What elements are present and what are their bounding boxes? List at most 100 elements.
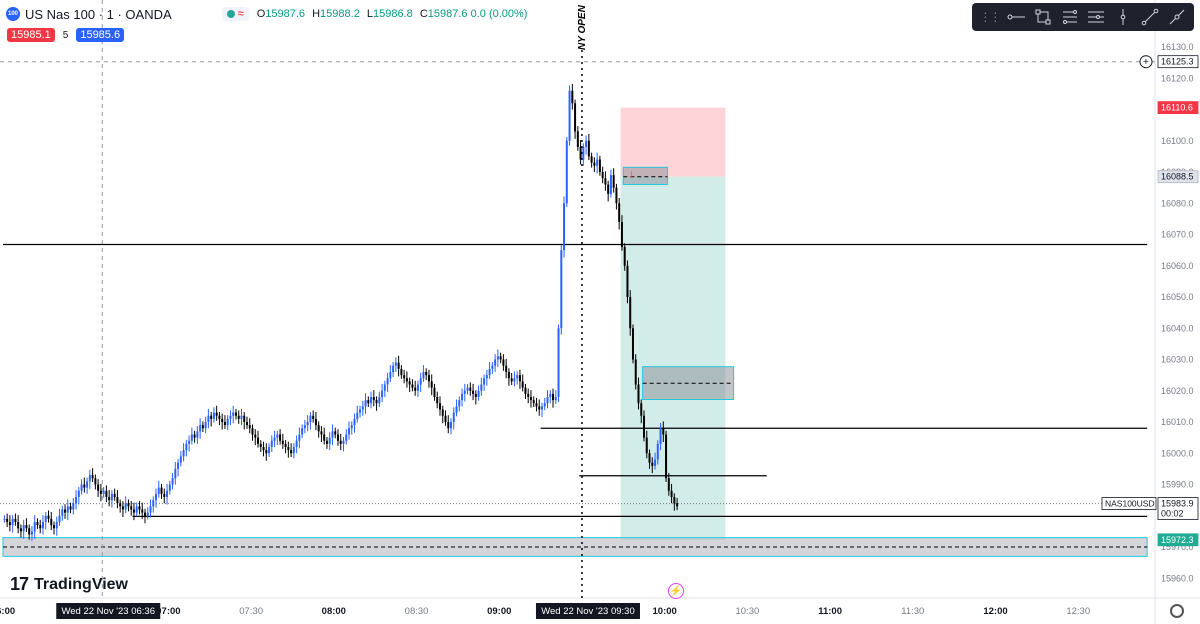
candle-body	[480, 384, 483, 391]
candle-body	[143, 512, 146, 516]
candle-body	[334, 431, 337, 435]
candle-body	[394, 362, 397, 366]
symbol-logo: 100	[6, 7, 20, 21]
symbol-title[interactable]: US Nas 100 · 1 · OANDA	[25, 6, 172, 22]
vertical-line-icon[interactable]	[1113, 7, 1133, 27]
candle-body	[69, 506, 72, 510]
price-tick-label: 16000.0	[1161, 448, 1194, 458]
candle-body	[64, 509, 67, 513]
symbol-tag-text: NAS100USD	[1105, 499, 1155, 509]
time-tick-label: 11:00	[818, 606, 842, 617]
open-label: O	[256, 8, 266, 20]
spread-value: 5	[62, 29, 69, 41]
candle-body	[648, 453, 651, 463]
candle-body	[257, 437, 260, 444]
ohlc-readout: O15987.6 H15988.2 L15986.8 C15987.6 0.0 …	[257, 8, 532, 20]
candle-body	[157, 487, 160, 494]
tradingview-name: TradingView	[34, 575, 128, 593]
candle-body	[290, 450, 293, 454]
price-label-crosshair-text: 16125.3	[1161, 57, 1194, 67]
candle-body	[320, 431, 323, 435]
candle-body	[102, 490, 105, 494]
candle-body	[499, 356, 502, 360]
candle-body	[33, 522, 36, 532]
rectangle-icon[interactable]	[1033, 7, 1053, 27]
price-label-stop-text: 16110.6	[1161, 103, 1193, 113]
gear-icon[interactable]	[1170, 604, 1184, 618]
candle-body	[168, 484, 171, 491]
candle-body	[430, 381, 433, 388]
green-dot-icon	[226, 10, 235, 18]
candle-body	[77, 490, 80, 497]
candle-body	[375, 400, 378, 404]
candle-body	[342, 440, 345, 444]
candles-group	[3, 83, 679, 541]
candle-body	[28, 528, 31, 535]
candle-body	[656, 443, 659, 460]
ruler-icon[interactable]	[1167, 7, 1187, 27]
candle-body	[298, 434, 301, 441]
ny-open-label: NY OPEN	[577, 4, 588, 50]
candle-body	[609, 175, 612, 194]
time-tick-label: 10:30	[735, 606, 759, 617]
candle-body	[403, 375, 406, 379]
candle-body	[6, 518, 9, 522]
candle-body	[425, 372, 428, 376]
candle-body	[279, 434, 282, 441]
candle-body	[276, 434, 279, 438]
candle-body	[19, 528, 22, 532]
candle-body	[204, 422, 207, 429]
buy-button[interactable]: 15985.6	[76, 28, 125, 42]
indicator-pill[interactable]: ≈	[221, 7, 249, 21]
drag-handle-icon[interactable]: ⋮⋮	[979, 10, 1001, 24]
candle-body	[576, 131, 579, 147]
candle-body	[105, 490, 108, 497]
candle-body	[582, 147, 585, 160]
price-tick-label: 16040.0	[1161, 323, 1194, 333]
symbol-tag	[1101, 497, 1157, 510]
trade-buttons: 15985.1 5 15985.6	[7, 27, 125, 43]
trend-line-icon[interactable]	[1140, 7, 1160, 27]
candle-body	[234, 412, 237, 416]
candle-body	[91, 475, 94, 479]
candle-body	[631, 328, 634, 360]
candle-body	[571, 90, 574, 104]
candle-body	[113, 493, 116, 497]
candle-body	[557, 328, 560, 397]
candle-body	[132, 509, 135, 513]
candle-body	[527, 393, 530, 397]
price-label-last	[1157, 497, 1199, 520]
candle-body	[215, 412, 218, 416]
candle-body	[306, 422, 309, 426]
candle-body	[670, 490, 673, 497]
candle-body	[665, 434, 668, 479]
price-tick-label: 16060.0	[1161, 261, 1194, 271]
parallel-channel-icon[interactable]	[1086, 7, 1106, 27]
candle-body	[458, 400, 461, 407]
tradingview-logo[interactable]: 17 TradingView	[10, 574, 128, 595]
candle-body	[149, 506, 152, 513]
horizontal-ray-icon[interactable]	[1006, 7, 1026, 27]
candle-body	[25, 525, 28, 529]
candle-body	[361, 406, 364, 410]
time-axis: 06:00 07:00 07:30 08:00 08:30 09:00 10:00 10:30…	[0, 606, 1090, 617]
price-tick-label: 16080.0	[1161, 198, 1194, 208]
candle-body	[565, 140, 568, 204]
price-label-target-text: 15972.3	[1161, 535, 1194, 545]
candle-body	[177, 462, 180, 469]
candle-body	[171, 478, 174, 485]
candle-body	[207, 415, 210, 422]
candle-body	[270, 440, 273, 447]
candle-body	[659, 428, 662, 444]
sell-button[interactable]: 15985.1	[7, 28, 55, 42]
lightning-icon[interactable]: ⚡	[668, 583, 684, 599]
candle-body	[14, 518, 17, 522]
candle-body	[284, 443, 287, 447]
candle-body	[389, 372, 392, 379]
fib-retracement-icon[interactable]	[1060, 7, 1080, 27]
candle-body	[485, 375, 488, 379]
candle-body	[543, 403, 546, 407]
candle-body	[433, 387, 436, 397]
candle-body	[179, 456, 182, 463]
